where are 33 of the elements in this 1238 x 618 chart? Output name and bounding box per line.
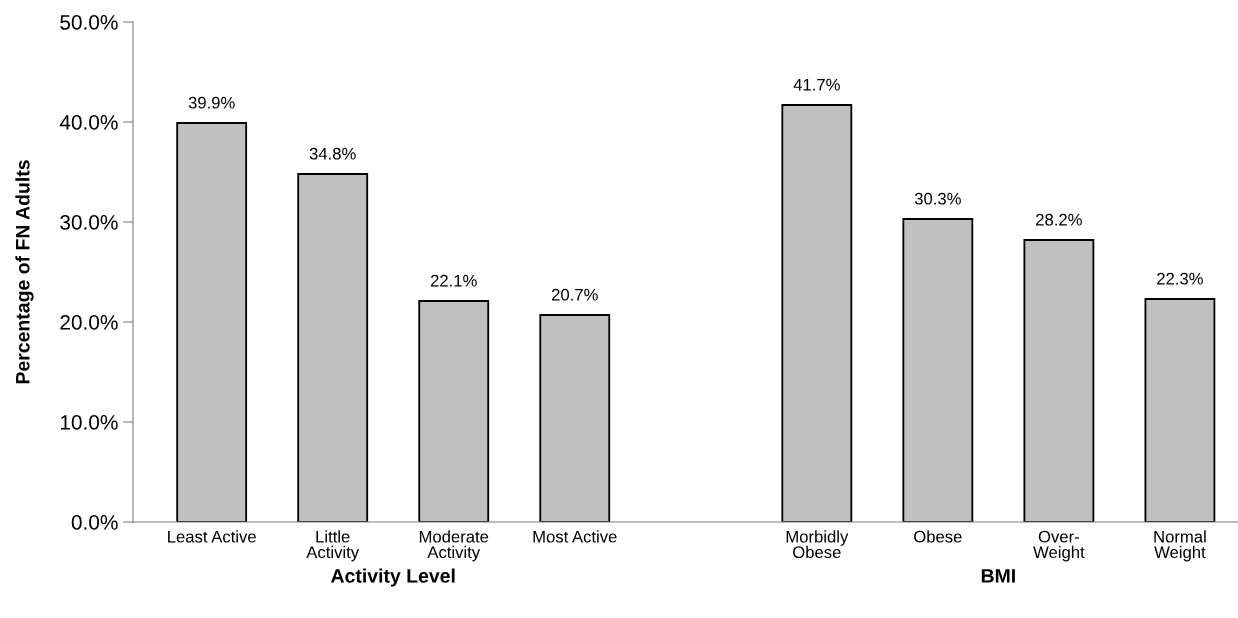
data-label: 22.3% (1157, 272, 1203, 285)
bar (297, 173, 369, 522)
bar (539, 314, 611, 522)
x-tick-label: Least Active (168, 530, 256, 543)
y-axis-title: Percentage of FN Adults (15, 160, 34, 384)
text: Activity Level (331, 568, 455, 587)
x-tick-label: Normal Weight (1154, 530, 1206, 562)
y-tick-label: 20.0% (60, 315, 118, 330)
x-tick-label: Moderate Activity (419, 530, 489, 562)
y-tick-label: 30.0% (60, 215, 118, 230)
y-tick-label: 0.0% (71, 515, 118, 530)
data-label: 20.7% (551, 288, 598, 301)
bar (176, 122, 248, 522)
x-tick-label: Over- Weight (1033, 530, 1085, 562)
bar (418, 300, 490, 522)
data-label: 30.3% (914, 192, 961, 205)
bar (902, 218, 974, 522)
bar (1144, 298, 1216, 522)
x-tick-label: Morbidly Obese (786, 530, 849, 559)
data-label: 41.7% (793, 78, 840, 91)
bar (781, 104, 853, 522)
x-tick-label: Little Activity (306, 530, 360, 562)
y-tick-label: 10.0% (60, 415, 118, 430)
x-tick-label: Most Active (533, 530, 617, 543)
x-tick-label: Obese (914, 530, 962, 543)
text: BMI (981, 569, 1015, 583)
data-label: 22.1% (430, 274, 477, 287)
data-label: 34.8% (309, 147, 356, 160)
data-label: 39.9% (188, 96, 235, 109)
bar (1023, 239, 1095, 522)
y-tick-label: 40.0% (59, 115, 118, 130)
data-label: 28.2% (1036, 213, 1082, 226)
y-tick-label: 50.0% (60, 15, 118, 30)
